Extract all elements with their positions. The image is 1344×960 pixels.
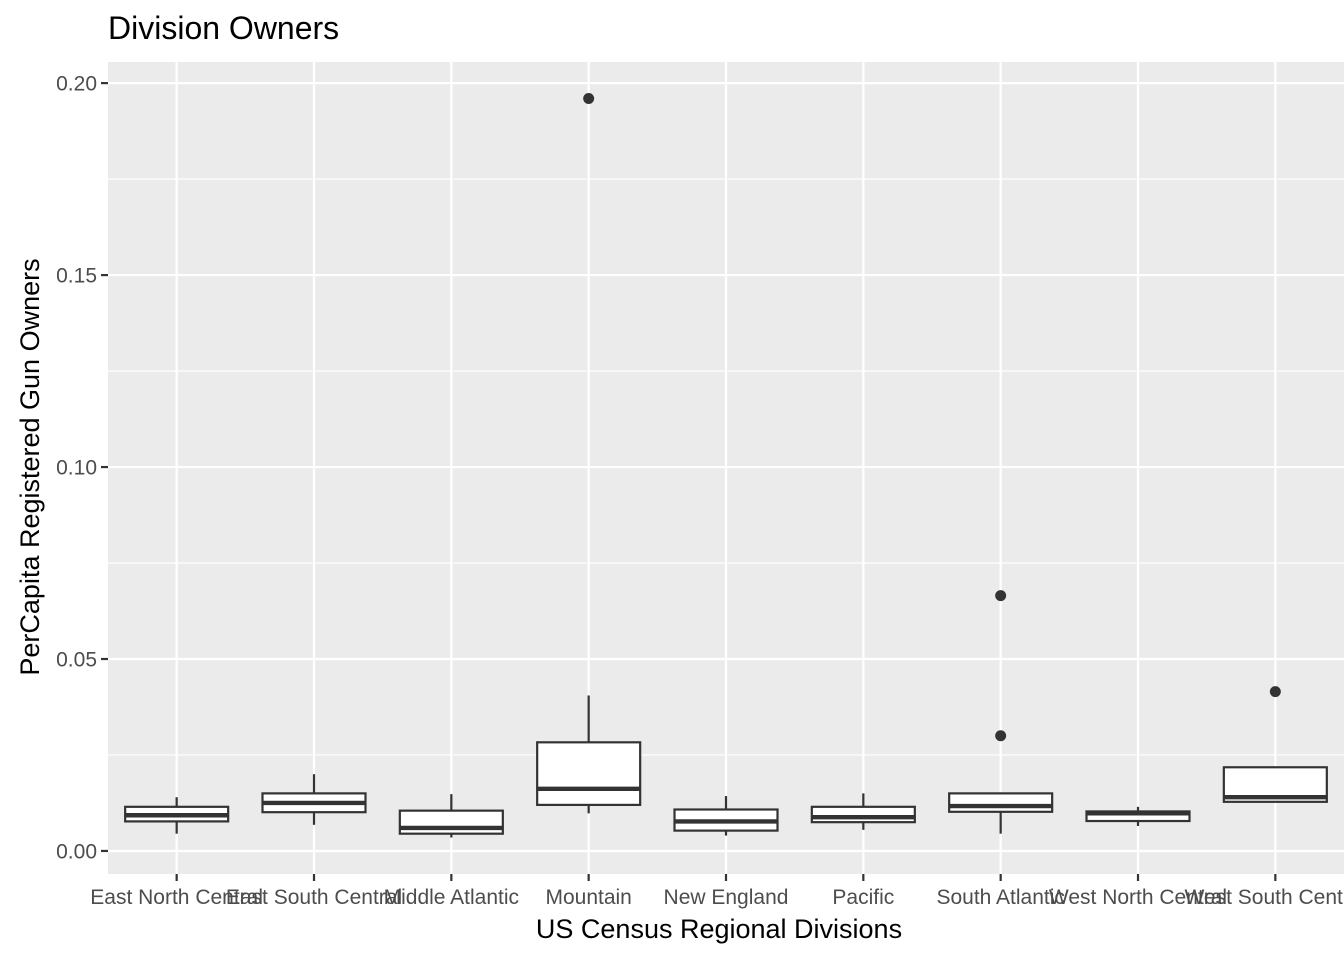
x-tick-label: East North Central	[90, 886, 263, 909]
outlier-point	[1269, 686, 1281, 698]
box-new-england	[673, 796, 779, 836]
x-tick-label: East South Central	[226, 886, 402, 909]
x-axis-title: US Census Regional Divisions	[536, 914, 902, 944]
x-tick-label: Middle Atlantic	[384, 886, 519, 909]
y-tick-label: 0.00	[56, 840, 97, 863]
box-iqr	[948, 792, 1054, 813]
x-tick-label: Mountain	[545, 886, 631, 909]
y-tick-label: 0.05	[56, 649, 97, 672]
x-tick-label: West North Central	[1049, 886, 1227, 909]
x-tick-label: West South Central	[1184, 886, 1344, 909]
box-iqr	[810, 805, 916, 824]
box-east-north-central	[124, 797, 230, 834]
box-west-north-central	[1085, 806, 1191, 827]
y-axis-title: PerCapita Registered Gun Owners	[15, 258, 45, 675]
y-axis: 0.00 0.05 0.10 0.15 0.20	[56, 73, 108, 863]
box-south-atlantic	[948, 590, 1054, 834]
outlier-point	[995, 590, 1007, 602]
outlier-point	[583, 92, 595, 104]
box-pacific	[810, 793, 916, 830]
box-iqr	[536, 741, 642, 806]
box-west-south-central	[1222, 686, 1328, 803]
box-middle-atlantic	[398, 794, 504, 838]
outlier-point	[995, 730, 1007, 742]
major-gridlines	[108, 62, 1344, 874]
boxplot-series	[124, 92, 1328, 838]
box-east-south-central	[261, 774, 367, 825]
y-tick-label: 0.15	[56, 265, 97, 288]
box-iqr	[398, 809, 504, 835]
y-tick-label: 0.20	[56, 73, 97, 96]
box-mountain	[536, 92, 642, 814]
x-tick-label: New England	[664, 886, 789, 909]
x-tick-label: South Atlantic	[936, 886, 1064, 909]
y-tick-label: 0.10	[56, 457, 97, 480]
x-tick-label: Pacific	[832, 886, 894, 909]
chart-title: Division Owners	[108, 10, 339, 46]
